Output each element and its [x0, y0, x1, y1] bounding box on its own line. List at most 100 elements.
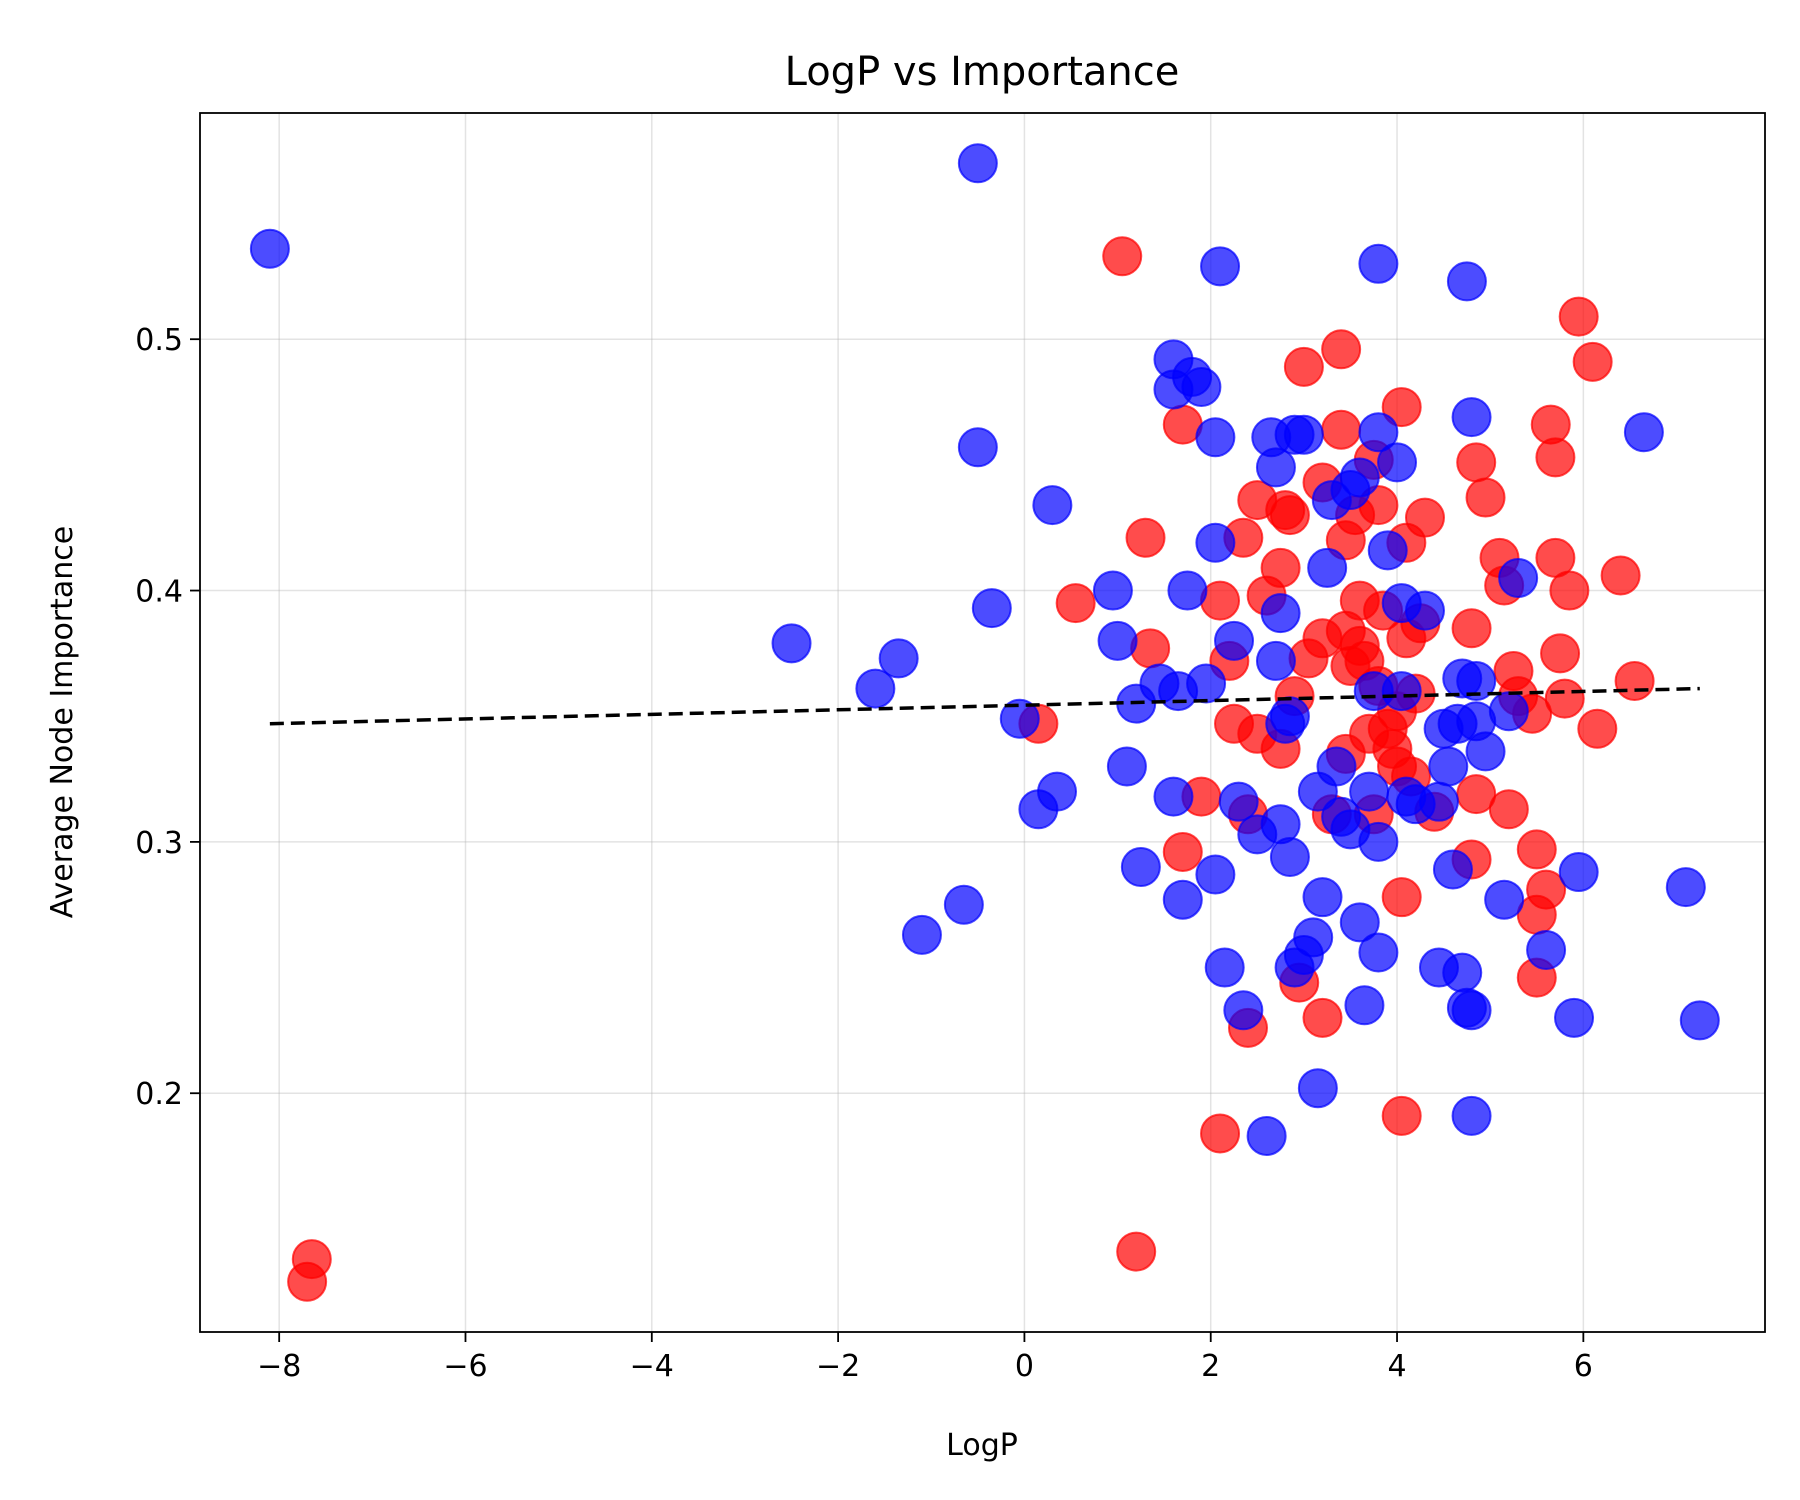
x-tick-label: −2	[816, 1349, 860, 1384]
scatter-point-blue	[1349, 771, 1390, 812]
scatter-point-red	[1549, 570, 1590, 611]
axis-ticks: −8 −6 −4 −2 0 2 4 6 0.2 0.3 0.4 0.5	[135, 323, 1593, 1384]
scatter-point-red	[1321, 329, 1362, 370]
scatter-point-blue	[1032, 485, 1073, 526]
scatter-point-blue	[1367, 530, 1408, 571]
scatter-point-blue	[855, 668, 896, 709]
scatter-point-blue	[999, 698, 1040, 739]
x-tick-label: 6	[1574, 1349, 1593, 1384]
scatter-point-blue	[1097, 620, 1138, 661]
scatter-point-red	[1302, 997, 1343, 1038]
scatter-point-red	[1055, 583, 1096, 624]
scatter-point-red	[1200, 1113, 1241, 1154]
scatter-point-red	[1381, 1095, 1422, 1136]
scatter-point-blue	[1283, 414, 1324, 455]
scatter-point-blue	[943, 884, 984, 925]
scatter-point-blue	[1484, 879, 1525, 920]
scatter-point-blue	[878, 638, 919, 679]
scatter-point-red	[1535, 437, 1576, 478]
scatter-point-blue	[1498, 557, 1539, 598]
scatter-point-red	[1558, 296, 1599, 337]
y-tick-label: 0.3	[135, 826, 183, 861]
scatter-point-blue	[1269, 696, 1310, 737]
scatter-point-blue	[1377, 442, 1418, 483]
scatter-point-blue	[1316, 746, 1357, 787]
scatter-point-blue	[1554, 997, 1595, 1038]
scatter-point-blue	[1358, 243, 1399, 284]
scatter-point-blue	[1451, 397, 1492, 438]
scatter-point-blue	[1418, 781, 1459, 822]
scatter-point-red	[1321, 409, 1362, 450]
y-axis-label: Average Node Importance	[45, 526, 80, 918]
scatter-point-blue	[1223, 990, 1264, 1031]
scatter-point-red	[1465, 477, 1506, 518]
plot-frame	[199, 112, 1766, 1333]
scatter-point-blue	[1488, 691, 1529, 732]
scatter-point-blue	[901, 914, 942, 955]
scatter-point-red	[1269, 495, 1310, 536]
scatter-point-blue	[1167, 570, 1208, 611]
scatter-point-red	[1488, 789, 1529, 830]
scatter-point-blue	[1297, 1068, 1338, 1109]
scatter-point-blue	[1404, 590, 1445, 631]
scatter-point-blue	[1092, 570, 1133, 611]
scatter-point-red	[1540, 633, 1581, 674]
scatter-point-blue	[957, 143, 998, 184]
scatter-point-red	[1125, 517, 1166, 558]
scatter-point-blue	[1218, 781, 1259, 822]
data-points	[249, 143, 1720, 1302]
scatter-point-blue	[1526, 929, 1567, 970]
scatter-point-red	[1456, 442, 1497, 483]
x-tick-label: 0	[1015, 1349, 1034, 1384]
scatter-point-blue	[1623, 412, 1664, 453]
scatter-point-blue	[1339, 902, 1380, 943]
x-axis-label: LogP	[946, 1428, 1018, 1463]
y-tick-label: 0.5	[135, 323, 183, 358]
scatter-point-blue	[1186, 663, 1227, 704]
scatter-point-red	[1600, 555, 1641, 596]
x-tick-label: −6	[443, 1349, 487, 1384]
scatter-point-blue	[1153, 776, 1194, 817]
scatter-point-red	[1572, 341, 1613, 382]
scatter-point-blue	[771, 623, 812, 664]
scatter-point-blue	[1307, 547, 1348, 588]
scatter-point-red	[1116, 1231, 1157, 1272]
scatter-point-red	[1130, 628, 1171, 669]
scatter-point-red	[1404, 497, 1445, 538]
scatter-point-blue	[1358, 412, 1399, 453]
x-tick-label: 4	[1387, 1349, 1406, 1384]
scatter-point-red	[1577, 708, 1618, 749]
scatter-point-blue	[1344, 985, 1385, 1026]
scatter-point-blue	[1260, 593, 1301, 634]
scatter-point-blue	[1381, 671, 1422, 712]
scatter-point-red	[1614, 661, 1655, 702]
chart-title: LogP vs Importance	[785, 49, 1180, 95]
scatter-point-red	[1381, 387, 1422, 428]
scatter-point-blue	[249, 228, 290, 269]
scatter-point-blue	[1181, 366, 1222, 407]
scatter-point-blue	[1120, 847, 1161, 888]
scatter-point-blue	[1446, 261, 1487, 302]
scatter-point-blue	[1204, 947, 1245, 988]
trend-line-group	[269, 686, 1700, 726]
scatter-point-blue	[1293, 917, 1334, 958]
scatter-point-blue	[1451, 1095, 1492, 1136]
scatter-point-blue	[1195, 417, 1236, 458]
scatter-point-red	[1526, 869, 1567, 910]
x-tick-label: −8	[257, 1349, 301, 1384]
scatter-point-blue	[1339, 457, 1380, 498]
scatter-point-blue	[1246, 1115, 1287, 1156]
scatter-point-blue	[971, 588, 1012, 629]
scatter-point-blue	[1162, 879, 1203, 920]
scatter-point-blue	[1255, 447, 1296, 488]
y-tick-label: 0.2	[135, 1077, 183, 1112]
scatter-point-blue	[1195, 522, 1236, 563]
scatter-point-blue	[1442, 952, 1483, 993]
scatter-point-red	[1260, 547, 1301, 588]
trend-line	[269, 686, 1700, 726]
scatter-point-blue	[1679, 1000, 1720, 1041]
scatter-point-red	[1283, 346, 1324, 387]
x-tick-label: 2	[1201, 1349, 1220, 1384]
scatter-point-blue	[1665, 867, 1706, 908]
